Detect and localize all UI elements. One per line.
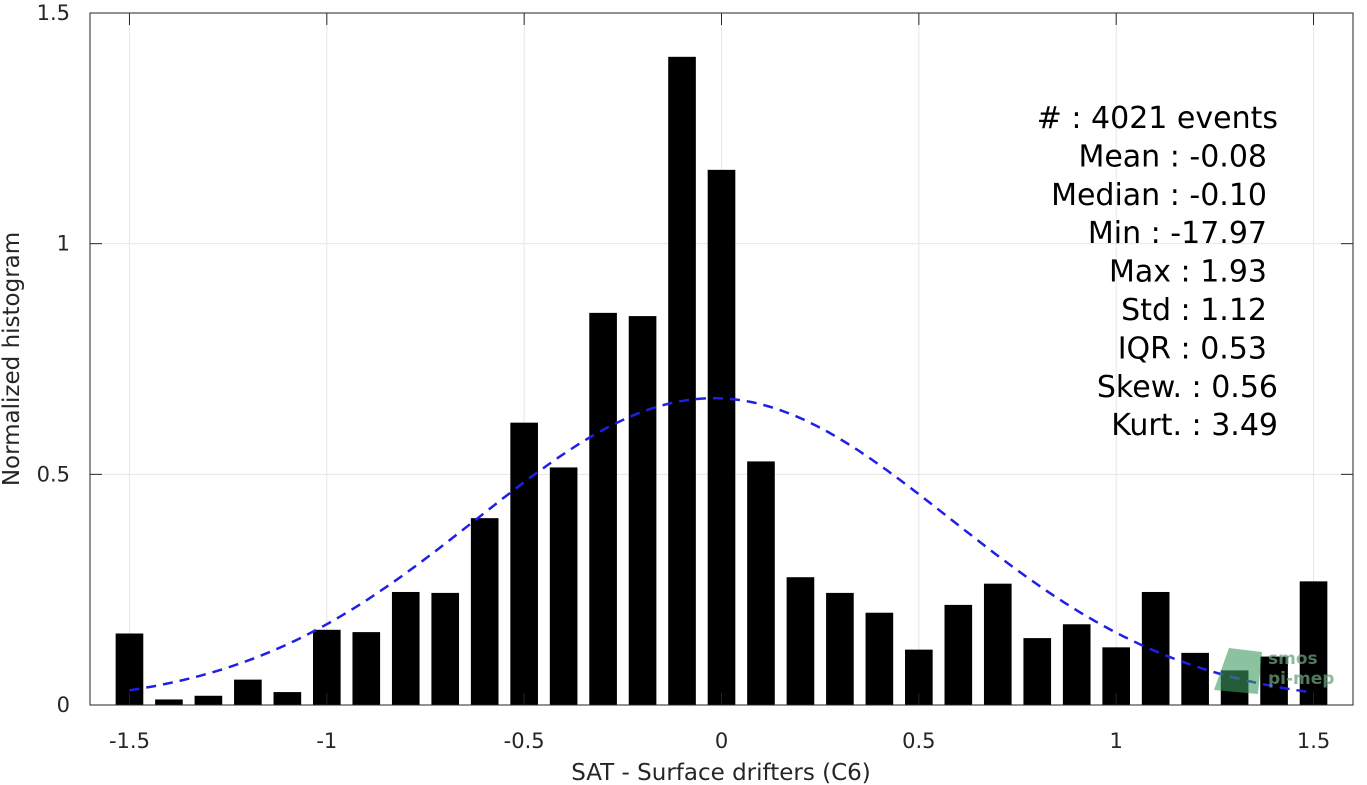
- smos-pi-mep-logo: smos pi-mep: [1214, 648, 1334, 694]
- normal-fit-curve: [129, 396, 1314, 694]
- histogram-bar: [1260, 656, 1288, 705]
- histogram-bars: [115, 56, 1328, 706]
- histogram-bar: [589, 312, 617, 705]
- stat-line: Std : 1.12: [1121, 293, 1267, 328]
- histogram-bar: [707, 169, 736, 705]
- logo-line-1: smos: [1268, 649, 1318, 669]
- x-tick-label: -1.5: [109, 729, 150, 753]
- histogram-bar: [194, 695, 223, 705]
- x-tick-label: -1: [316, 729, 337, 753]
- histogram-bar: [826, 592, 854, 705]
- histogram-bar: [1062, 624, 1091, 705]
- y-tick-label: 0.5: [37, 462, 70, 486]
- x-axis-label: SAT - Surface drifters (C6): [571, 760, 871, 785]
- y-tick-label: 0: [57, 693, 70, 717]
- x-axis-ticks: -1.5 -1 -0.5 0 0.5 1 1.5: [109, 13, 1330, 753]
- histogram-bar: [1023, 638, 1052, 705]
- stat-line: Mean : -0.08: [1078, 139, 1267, 174]
- histogram-bar: [983, 583, 1012, 705]
- x-tick-label: 0: [715, 729, 728, 753]
- stat-line: Max : 1.93: [1109, 255, 1267, 290]
- y-axis-label: Normalized histogram: [0, 232, 25, 486]
- x-tick-label: 1: [1110, 729, 1123, 753]
- stat-line: Skew. : 0.56: [1097, 370, 1278, 405]
- histogram-bar: [865, 612, 894, 705]
- histogram-bar: [549, 467, 578, 705]
- stat-line: IQR : 0.53: [1118, 331, 1267, 366]
- histogram-bar: [1141, 591, 1170, 705]
- histogram-bar: [510, 422, 538, 705]
- y-axis-ticks: 0 0.5 1 1.5: [37, 1, 1353, 717]
- histogram-bar: [273, 692, 302, 705]
- histogram-bar: [391, 591, 420, 705]
- x-tick-label: -0.5: [504, 729, 545, 753]
- x-tick-label: 1.5: [1297, 729, 1330, 753]
- histogram-bar: [312, 629, 341, 705]
- histogram-bar: [155, 699, 183, 705]
- histogram-bar: [1181, 652, 1209, 705]
- logo-mark: [1214, 648, 1262, 694]
- logo-line-2: pi-mep: [1268, 669, 1334, 689]
- y-tick-label: 1: [57, 232, 70, 256]
- x-tick-label: 0.5: [902, 729, 935, 753]
- histogram-bar: [786, 577, 815, 705]
- histogram-bar: [470, 518, 499, 705]
- histogram-bar: [628, 316, 657, 705]
- histogram-bar: [1299, 581, 1328, 705]
- stat-line: # : 4021 events: [1037, 101, 1278, 136]
- stat-line: Median : -0.10: [1051, 178, 1267, 213]
- histogram-bar: [668, 56, 696, 706]
- histogram-bar: [944, 604, 973, 705]
- histogram-bar: [747, 461, 775, 705]
- histogram-bar: [234, 679, 262, 705]
- histogram-bar: [352, 632, 381, 705]
- y-tick-label: 1.5: [37, 1, 70, 25]
- stat-line: Kurt. : 3.49: [1111, 408, 1278, 443]
- stat-line: Min : -17.97: [1088, 216, 1267, 251]
- histogram-bar: [431, 592, 460, 705]
